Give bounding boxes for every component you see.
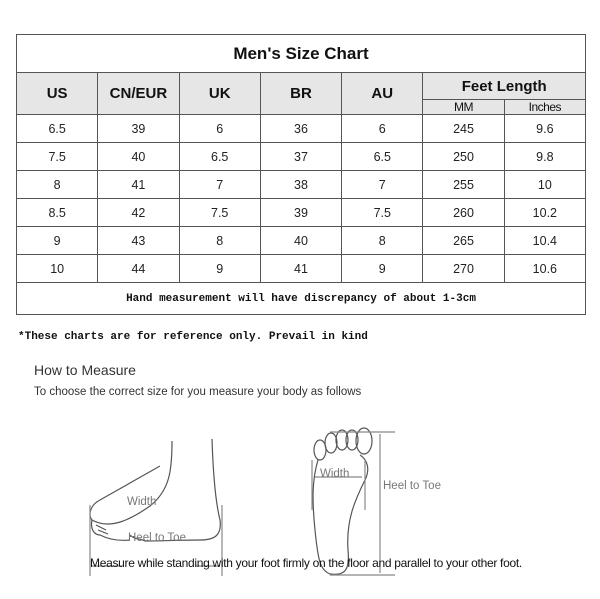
table-cell: 8 [15, 170, 99, 199]
table-cell: 42 [97, 198, 180, 227]
table-cell: 39 [97, 114, 180, 143]
table-cell: 9.8 [503, 142, 587, 171]
table-row: 6.5 39 6 36 6 245 9.6 [15, 114, 587, 143]
table-cell: 36 [259, 114, 343, 143]
table-cell: 9 [15, 226, 99, 255]
table-cell: 8 [178, 226, 261, 255]
table-cell: 41 [259, 254, 343, 283]
header-mm: MM [422, 99, 505, 115]
sole-foot-drawing [311, 427, 395, 576]
table-cell: 255 [422, 170, 505, 199]
side-width-label: Width [127, 496, 157, 508]
table-cell: 10.2 [503, 198, 587, 227]
table-cell: 7 [341, 170, 424, 199]
table-cell: 245 [422, 114, 505, 143]
table-cell: 6.5 [15, 114, 99, 143]
sole-width-label: Width [320, 468, 350, 480]
table-row: 10 44 9 41 9 270 10.6 [15, 254, 587, 283]
table-cell: 40 [97, 142, 180, 171]
table-row: 8 41 7 38 7 255 10 [15, 170, 587, 199]
table-cell: 10.6 [503, 254, 587, 283]
table-footer: Hand measurement will have discrepancy o… [16, 282, 586, 315]
table-cell: 265 [422, 226, 505, 255]
table-cell: 10 [15, 254, 99, 283]
table-cell: 270 [422, 254, 505, 283]
table-cell: 6.5 [178, 142, 261, 171]
sole-length-label: Heel to Toe [383, 480, 441, 492]
size-chart-table: Men's Size Chart US CN/EUR UK BR AU Feet… [15, 34, 587, 315]
side-length-label: Heel to Toe [128, 532, 186, 544]
table-row: 8.5 42 7.5 39 7.5 260 10.2 [15, 198, 587, 227]
measure-title: How to Measure [34, 362, 136, 378]
table-cell: 6.5 [341, 142, 424, 171]
measure-subtitle: To choose the correct size for you measu… [34, 386, 362, 398]
reference-note: *These charts are for reference only. Pr… [18, 331, 368, 343]
table-cell: 44 [97, 254, 180, 283]
table-title: Men's Size Chart [16, 34, 586, 73]
header-au: AU [341, 72, 424, 115]
table-cell: 8 [341, 226, 424, 255]
table-cell: 7.5 [178, 198, 261, 227]
measure-caption: Measure while standing with your foot fi… [90, 556, 522, 570]
side-foot-drawing [89, 438, 223, 576]
header-inches: Inches [503, 99, 587, 115]
table-cell: 6 [178, 114, 261, 143]
table-cell: 9.6 [503, 114, 587, 143]
header-br: BR [259, 72, 343, 115]
header-feet-length: Feet Length [422, 72, 586, 100]
table-row: 7.5 40 6.5 37 6.5 250 9.8 [15, 142, 587, 171]
